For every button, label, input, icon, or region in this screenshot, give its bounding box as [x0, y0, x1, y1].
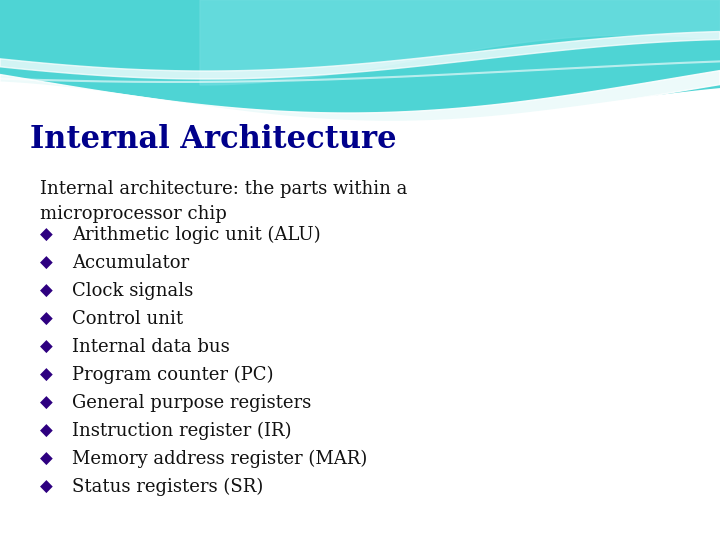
- Text: ◆: ◆: [40, 366, 53, 384]
- Text: Program counter (PC): Program counter (PC): [72, 366, 274, 384]
- Text: ◆: ◆: [40, 310, 53, 328]
- Text: ◆: ◆: [40, 478, 53, 496]
- Text: General purpose registers: General purpose registers: [72, 394, 311, 412]
- Text: Internal data bus: Internal data bus: [72, 338, 230, 356]
- Text: ◆: ◆: [40, 450, 53, 468]
- Text: Clock signals: Clock signals: [72, 282, 193, 300]
- Text: Status registers (SR): Status registers (SR): [72, 478, 264, 496]
- Text: ◆: ◆: [40, 394, 53, 412]
- Text: ◆: ◆: [40, 254, 53, 272]
- Text: ◆: ◆: [40, 338, 53, 356]
- Text: Instruction register (IR): Instruction register (IR): [72, 422, 292, 440]
- Text: Memory address register (MAR): Memory address register (MAR): [72, 450, 367, 468]
- Text: Accumulator: Accumulator: [72, 254, 189, 272]
- Text: Internal Architecture: Internal Architecture: [30, 125, 397, 156]
- Text: ◆: ◆: [40, 422, 53, 440]
- Text: Arithmetic logic unit (ALU): Arithmetic logic unit (ALU): [72, 226, 320, 244]
- Text: Control unit: Control unit: [72, 310, 183, 328]
- Text: ◆: ◆: [40, 226, 53, 244]
- Text: Internal architecture: the parts within a
microprocessor chip: Internal architecture: the parts within …: [40, 180, 408, 223]
- Text: ◆: ◆: [40, 282, 53, 300]
- Polygon shape: [0, 0, 720, 120]
- Polygon shape: [200, 0, 720, 85]
